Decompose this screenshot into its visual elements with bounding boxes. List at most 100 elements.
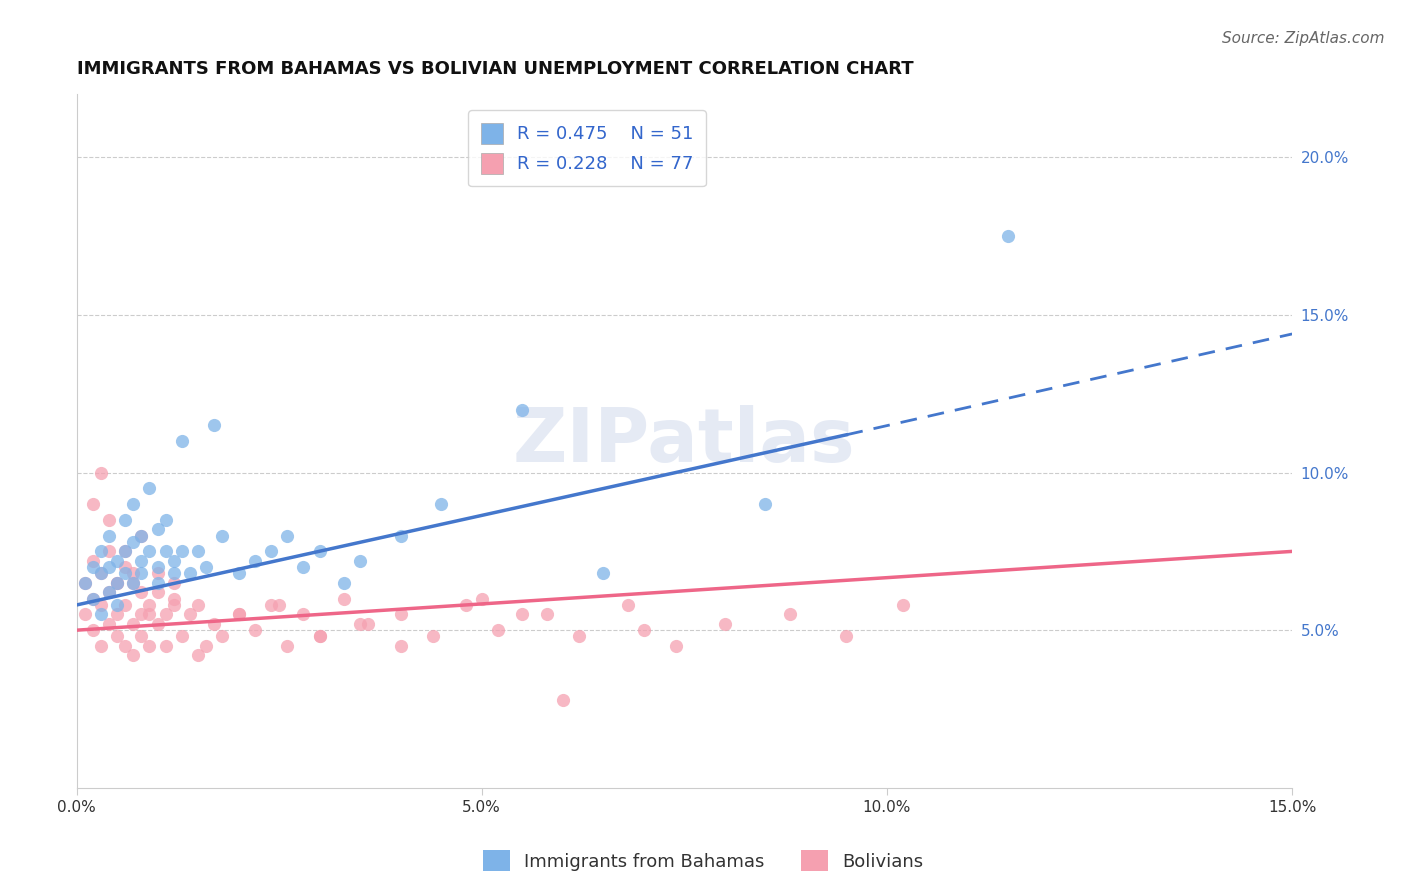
Point	[163, 566, 186, 581]
Point	[138, 598, 160, 612]
Point	[146, 616, 169, 631]
Point	[155, 607, 177, 622]
Point	[195, 560, 218, 574]
Point	[122, 648, 145, 663]
Point	[138, 481, 160, 495]
Point	[122, 566, 145, 581]
Point	[90, 607, 112, 622]
Point	[82, 623, 104, 637]
Point	[170, 630, 193, 644]
Point	[389, 639, 412, 653]
Point	[131, 554, 153, 568]
Point	[114, 598, 136, 612]
Point	[211, 630, 233, 644]
Point	[349, 616, 371, 631]
Point	[131, 528, 153, 542]
Text: Source: ZipAtlas.com: Source: ZipAtlas.com	[1222, 31, 1385, 46]
Point	[82, 591, 104, 606]
Point	[114, 639, 136, 653]
Point	[389, 528, 412, 542]
Point	[105, 598, 128, 612]
Point	[754, 497, 776, 511]
Point	[155, 544, 177, 558]
Point	[592, 566, 614, 581]
Point	[179, 607, 201, 622]
Point	[105, 554, 128, 568]
Point	[202, 616, 225, 631]
Point	[486, 623, 509, 637]
Point	[122, 497, 145, 511]
Point	[131, 585, 153, 599]
Point	[163, 591, 186, 606]
Point	[243, 554, 266, 568]
Point	[131, 528, 153, 542]
Point	[308, 630, 330, 644]
Point	[73, 575, 96, 590]
Point	[122, 575, 145, 590]
Point	[510, 402, 533, 417]
Point	[114, 544, 136, 558]
Point	[114, 513, 136, 527]
Point	[195, 639, 218, 653]
Point	[82, 560, 104, 574]
Point	[276, 639, 298, 653]
Point	[292, 560, 315, 574]
Point	[357, 616, 380, 631]
Point	[131, 607, 153, 622]
Point	[122, 616, 145, 631]
Point	[131, 566, 153, 581]
Point	[163, 598, 186, 612]
Point	[114, 560, 136, 574]
Point	[105, 630, 128, 644]
Point	[551, 692, 574, 706]
Point	[616, 598, 638, 612]
Point	[333, 591, 356, 606]
Point	[228, 607, 250, 622]
Point	[389, 607, 412, 622]
Point	[82, 591, 104, 606]
Text: IMMIGRANTS FROM BAHAMAS VS BOLIVIAN UNEMPLOYMENT CORRELATION CHART: IMMIGRANTS FROM BAHAMAS VS BOLIVIAN UNEM…	[76, 60, 912, 78]
Point	[114, 566, 136, 581]
Point	[146, 522, 169, 536]
Point	[187, 544, 209, 558]
Point	[422, 630, 444, 644]
Point	[835, 630, 858, 644]
Point	[333, 575, 356, 590]
Point	[146, 566, 169, 581]
Point	[73, 607, 96, 622]
Point	[105, 575, 128, 590]
Point	[665, 639, 688, 653]
Point	[90, 466, 112, 480]
Point	[536, 607, 558, 622]
Point	[714, 616, 737, 631]
Point	[98, 544, 121, 558]
Point	[292, 607, 315, 622]
Point	[122, 575, 145, 590]
Point	[98, 585, 121, 599]
Point	[202, 418, 225, 433]
Point	[276, 528, 298, 542]
Point	[163, 554, 186, 568]
Point	[891, 598, 914, 612]
Point	[269, 598, 291, 612]
Text: ZIPatlas: ZIPatlas	[513, 405, 856, 477]
Point	[105, 575, 128, 590]
Point	[163, 575, 186, 590]
Point	[454, 598, 477, 612]
Point	[90, 566, 112, 581]
Point	[82, 554, 104, 568]
Point	[98, 560, 121, 574]
Point	[997, 229, 1019, 244]
Point	[131, 630, 153, 644]
Point	[90, 544, 112, 558]
Point	[471, 591, 494, 606]
Point	[228, 566, 250, 581]
Point	[146, 585, 169, 599]
Point	[90, 566, 112, 581]
Point	[228, 607, 250, 622]
Point	[122, 535, 145, 549]
Point	[187, 598, 209, 612]
Point	[308, 544, 330, 558]
Point	[155, 513, 177, 527]
Point	[211, 528, 233, 542]
